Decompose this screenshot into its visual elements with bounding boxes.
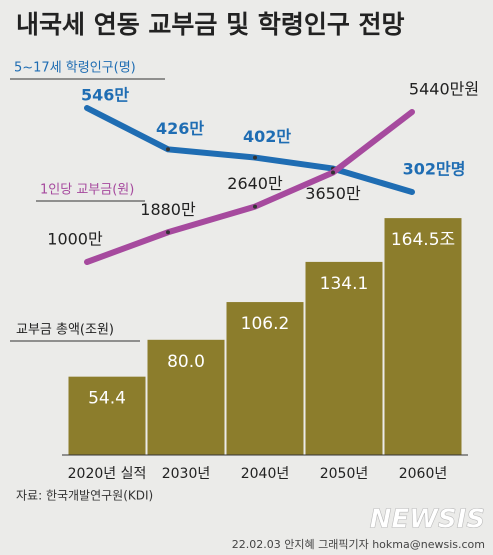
point <box>166 147 170 152</box>
x-tick-label: 2050년 <box>320 466 369 482</box>
bar-value-label: 106.2 <box>241 314 290 334</box>
line-value-label: 5440만원 <box>409 80 479 99</box>
bar <box>147 339 225 455</box>
line-value-label: 426만 <box>156 119 204 138</box>
x-tick-label: 2040년 <box>241 466 290 482</box>
line-value-label: 402만 <box>243 127 291 146</box>
bar-value-label: 164.5조 <box>391 230 455 250</box>
chart-title: 내국세 연동 교부금 및 학령인구 전망 <box>16 10 405 39</box>
point <box>253 155 257 160</box>
x-tick-label: 2020년 실적 <box>68 466 147 482</box>
point <box>253 204 257 209</box>
line-value-label: 3650만 <box>305 184 361 203</box>
bar-value-label: 80.0 <box>167 352 205 372</box>
bar-value-label: 54.4 <box>88 389 126 409</box>
logo: NEWSIS <box>370 505 485 535</box>
source: 자료: 한국개발연구원(KDI) <box>16 489 153 503</box>
point <box>166 230 170 235</box>
x-tick-label: 2060년 <box>399 466 448 482</box>
line-value-label: 546만 <box>81 86 129 105</box>
bar-value-label: 134.1 <box>320 274 369 294</box>
line-value-label: 1000만 <box>47 230 103 249</box>
bar-legend: 교부금 총액(조원) <box>16 323 114 338</box>
credit: 22.02.03 안지혜 그래픽기자 hokma@newsis.com <box>232 538 485 551</box>
line-legend: 5~17세 학령인구(명) <box>14 61 136 76</box>
bar <box>305 261 383 455</box>
line-value-label: 1880만 <box>140 200 196 219</box>
bar <box>384 218 462 455</box>
bar <box>68 376 146 455</box>
line-value-label: 2640만 <box>227 174 283 193</box>
bar <box>226 302 304 455</box>
x-tick-label: 2030년 <box>162 466 211 482</box>
point <box>331 170 335 175</box>
line-value-label: 302만명 <box>403 160 466 179</box>
line-legend: 1인당 교부금(원) <box>40 183 134 198</box>
